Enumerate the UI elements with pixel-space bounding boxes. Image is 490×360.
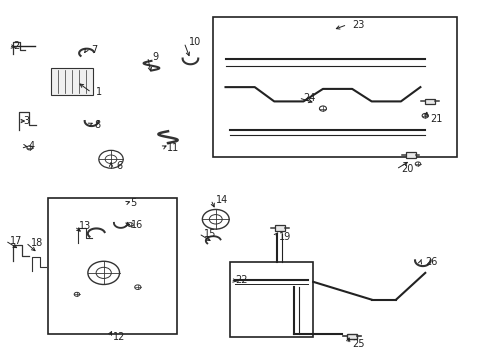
Text: 23: 23	[352, 19, 365, 30]
Text: 8: 8	[94, 120, 100, 130]
Text: 4: 4	[28, 141, 34, 151]
Text: 26: 26	[425, 257, 438, 267]
Bar	[275, 225, 285, 231]
Bar	[230, 262, 313, 337]
Bar	[48, 198, 177, 334]
Text: 16: 16	[130, 220, 143, 230]
Text: 22: 22	[235, 275, 248, 285]
Text: 5: 5	[130, 198, 137, 208]
Bar	[406, 152, 416, 158]
Bar	[425, 99, 435, 104]
Text: 1: 1	[97, 87, 102, 98]
Bar	[347, 334, 357, 339]
Text: 2: 2	[14, 41, 20, 51]
Bar	[51, 68, 93, 95]
Text: 9: 9	[152, 52, 159, 62]
Text: 25: 25	[352, 339, 365, 349]
Bar	[213, 18, 457, 157]
Text: 24: 24	[303, 93, 316, 103]
Text: 14: 14	[216, 195, 228, 204]
Text: 3: 3	[24, 116, 29, 126]
Text: 11: 11	[167, 143, 179, 153]
Text: 18: 18	[30, 238, 43, 248]
Text: 17: 17	[10, 236, 23, 246]
Text: 7: 7	[92, 45, 98, 55]
Text: 13: 13	[79, 221, 92, 231]
Text: 15: 15	[203, 229, 216, 239]
Text: 10: 10	[189, 37, 201, 48]
Text: 20: 20	[401, 164, 413, 174]
Text: 21: 21	[430, 114, 442, 124]
Text: 12: 12	[114, 332, 126, 342]
Text: 19: 19	[279, 232, 292, 242]
Text: 6: 6	[116, 161, 122, 171]
